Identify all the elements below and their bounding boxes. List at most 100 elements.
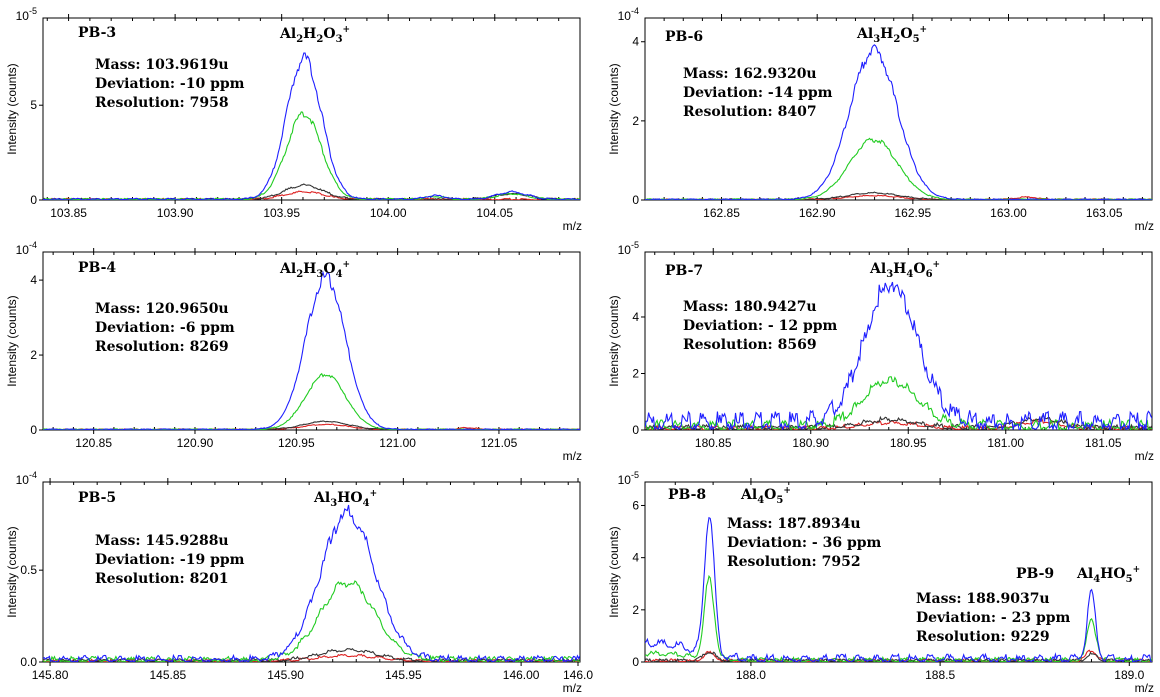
spectrum-trace <box>645 281 1152 430</box>
ion-formula: Al4O5+ <box>740 486 791 506</box>
y-tick-label: 4 <box>632 35 639 49</box>
formula-part: + <box>343 25 351 35</box>
sample-label: PB-7 <box>665 263 703 279</box>
spectrum-trace <box>43 111 580 200</box>
x-tick-label: 180.85 <box>695 436 732 450</box>
ion-formula: Al2H2O3+ <box>279 25 350 45</box>
peak-annotation: Deviation: -14 ppm <box>683 85 833 101</box>
x-tick-label: 162.90 <box>799 206 836 220</box>
y-axis-label: Intensity (counts) <box>5 63 19 154</box>
x-tick-label: 146.0 <box>563 668 593 682</box>
formula-part: HO <box>1100 566 1125 582</box>
peak-annotation: Resolution: 7958 <box>95 95 229 111</box>
sample-label: PB-6 <box>665 29 703 45</box>
formula-part: + <box>920 25 928 35</box>
y-tick-label: 6 <box>632 498 639 512</box>
formula-part: + <box>933 260 941 270</box>
x-tick-label: 163.05 <box>1086 206 1123 220</box>
formula-part: H <box>303 261 316 277</box>
formula-part: + <box>783 486 791 496</box>
spectrum-trace <box>43 580 580 662</box>
y-scale-label: 10-5 <box>618 240 639 257</box>
y-tick-label: 0.0 <box>20 655 37 669</box>
y-scale-label: 10-5 <box>618 470 639 487</box>
x-tick-label: 103.95 <box>263 206 300 220</box>
x-tick-label: 103.90 <box>157 206 194 220</box>
y-axis-label: Intensity (counts) <box>5 295 19 386</box>
ion-formula: Al3HO4+ <box>313 489 377 509</box>
peak-annotation: Mass: 103.9619u <box>95 57 229 73</box>
x-axis-label: m/z <box>563 449 582 463</box>
y-tick-label: 5 <box>30 98 37 112</box>
ion-formula-2: Al4HO5+ <box>1076 565 1140 585</box>
y-scale-label: 10-4 <box>16 470 37 487</box>
x-tick-label: 162.95 <box>894 206 931 220</box>
plot-frame <box>644 17 1153 201</box>
peak-annotation: Mass: 145.9288u <box>95 533 229 549</box>
peak-annotation: Deviation: -10 ppm <box>95 76 245 92</box>
peak-annotation: Resolution: 8201 <box>95 571 229 587</box>
x-tick-label: 104.00 <box>370 206 407 220</box>
formula-part: O <box>764 487 776 503</box>
x-tick-label: 145.85 <box>149 668 186 682</box>
formula-part: Al <box>869 261 886 277</box>
sample-label: PB-5 <box>78 490 116 506</box>
y-tick-label: 0 <box>30 193 37 207</box>
x-tick-label: 146.00 <box>503 668 540 682</box>
formula-part: Al <box>856 26 873 42</box>
peak-annotation: Resolution: 8407 <box>683 104 817 120</box>
formula-part: 5 <box>1126 574 1133 585</box>
peak-annotation: Mass: 120.9650u <box>95 301 229 317</box>
formula-part: + <box>370 489 378 499</box>
y-tick-label: 2 <box>632 366 639 380</box>
plot-frame <box>644 251 1153 431</box>
peak-annotation-2: Resolution: 9229 <box>916 629 1050 645</box>
x-tick-label: 163.00 <box>990 206 1027 220</box>
peak-annotation: Deviation: - 12 ppm <box>683 318 838 334</box>
spectrum-trace <box>43 372 580 430</box>
x-axis-label: m/z <box>563 219 582 233</box>
formula-part: Al <box>313 490 330 506</box>
ion-formula: Al2H3O4+ <box>279 260 350 280</box>
formula-part: Al <box>1076 566 1093 582</box>
peak-annotation-2: Mass: 188.9037u <box>916 591 1050 607</box>
formula-part: 3 <box>330 498 337 509</box>
formula-part: + <box>343 260 351 270</box>
plot-frame <box>42 481 581 663</box>
x-tick-label: 189.0 <box>1114 668 1144 682</box>
x-tick-label: 121.05 <box>481 436 518 450</box>
formula-part: Al <box>740 487 757 503</box>
formula-part: 4 <box>336 269 343 280</box>
formula-part: HO <box>337 490 362 506</box>
ion-formula: Al3H4O6+ <box>869 260 940 280</box>
formula-part: H <box>303 26 316 42</box>
y-axis-label: Intensity (counts) <box>5 526 19 617</box>
y-scale-label: 10-5 <box>16 6 37 23</box>
y-tick-label: 0.5 <box>20 563 37 577</box>
formula-part: 3 <box>336 34 343 45</box>
peak-annotation: Mass: 187.8934u <box>727 516 861 532</box>
y-tick-label: 2 <box>632 114 639 128</box>
x-tick-label: 145.80 <box>32 668 69 682</box>
x-tick-label: 120.95 <box>278 436 315 450</box>
y-tick-label: 4 <box>30 273 37 287</box>
formula-part: 5 <box>776 495 783 506</box>
y-tick-label: 4 <box>632 551 639 565</box>
y-tick-label: 0 <box>632 423 639 437</box>
formula-part: 6 <box>926 269 933 280</box>
peak-annotation: Mass: 180.9427u <box>683 299 817 315</box>
spectrum-trace <box>645 574 1152 662</box>
spectrum-trace <box>645 516 1152 662</box>
formula-part: Al <box>279 26 296 42</box>
ion-formula: Al3H2O5+ <box>856 25 927 45</box>
x-axis-label: m/z <box>1135 681 1154 695</box>
x-tick-label: 120.90 <box>177 436 214 450</box>
formula-part: 4 <box>906 269 913 280</box>
x-tick-label: 162.85 <box>703 206 740 220</box>
y-axis-label: Intensity (counts) <box>607 63 621 154</box>
formula-part: 2 <box>296 34 303 45</box>
spectrum-trace <box>645 44 1152 200</box>
formula-part: O <box>913 261 925 277</box>
x-tick-label: 188.0 <box>736 668 766 682</box>
y-tick-label: 0 <box>632 193 639 207</box>
